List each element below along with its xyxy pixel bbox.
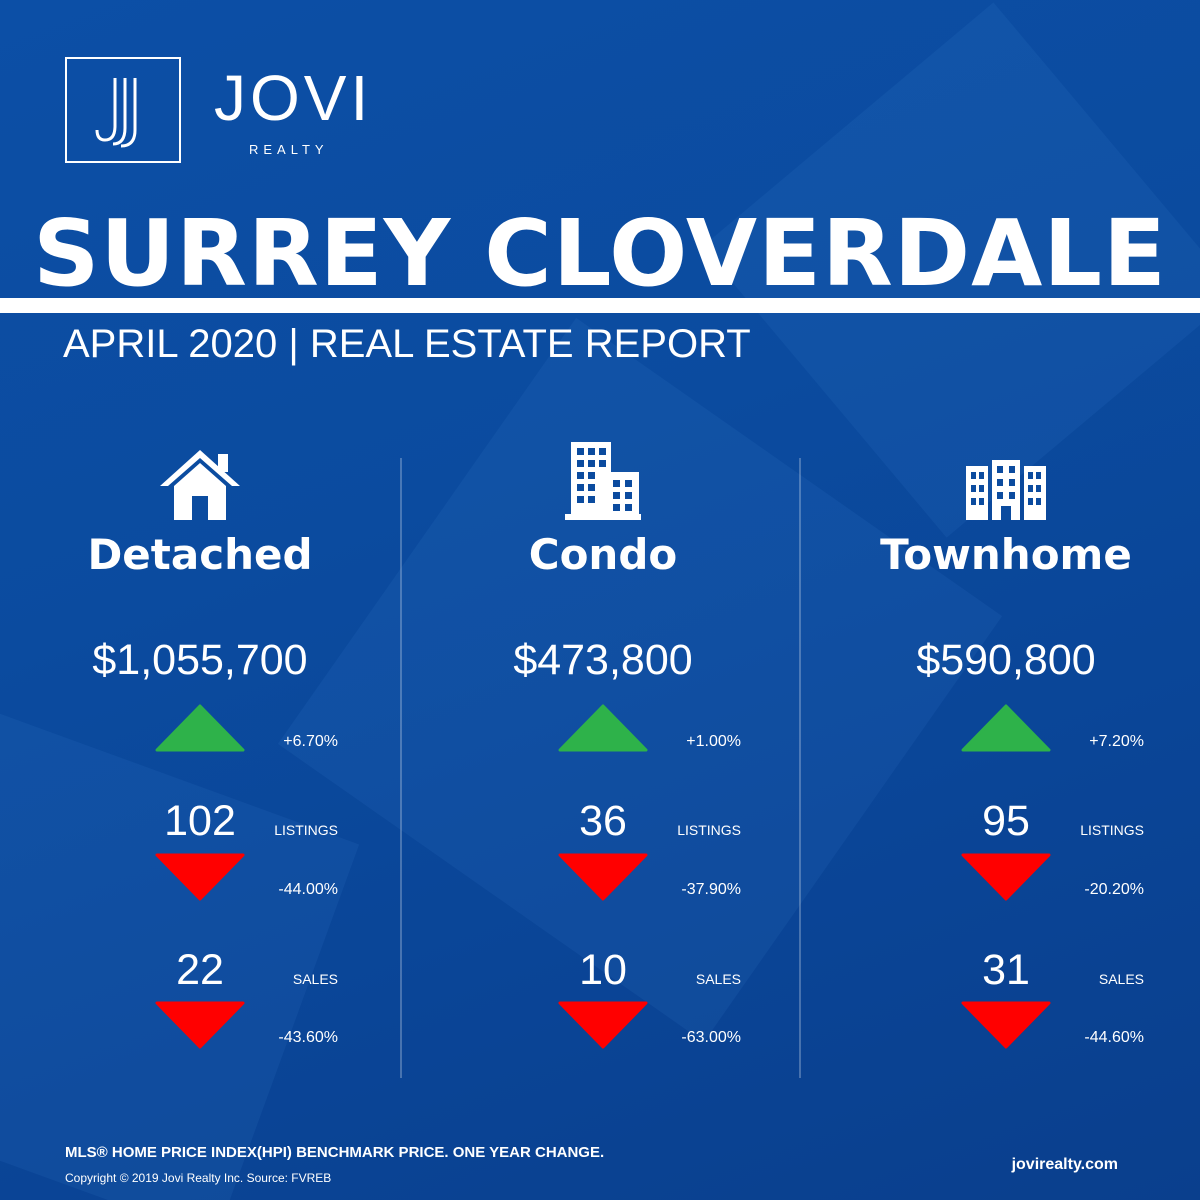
listings-down-arrow-icon: [961, 853, 1051, 901]
sales-change: -44.60%: [1084, 1029, 1144, 1046]
column-divider: [400, 458, 402, 1078]
listings-label: LISTINGS: [1080, 822, 1144, 838]
townhome-column: Townhome $590,800 +7.20% 95 LISTINGS -20…: [806, 440, 1200, 1080]
j-monogram-icon: [95, 78, 137, 148]
sales-count: 10: [579, 946, 627, 994]
city-title: SURREY CLOVERDALE: [33, 200, 1167, 307]
price-change: +1.00%: [686, 733, 741, 750]
sales-down-arrow-icon: [961, 1001, 1051, 1049]
house-icon: [150, 440, 250, 520]
sales-change: -43.60%: [278, 1029, 338, 1046]
category-name: Townhome: [880, 530, 1132, 579]
category-name: Condo: [528, 530, 678, 579]
condo-building-icon: [553, 440, 653, 520]
brand-name: JOVI: [214, 62, 373, 134]
listings-label: LISTINGS: [274, 822, 338, 838]
price-up-arrow-icon: [155, 704, 245, 752]
copyright-text: Copyright © 2019 Jovi Realty Inc. Source…: [65, 1171, 332, 1185]
listings-down-arrow-icon: [558, 853, 648, 901]
price-up-arrow-icon: [961, 704, 1051, 752]
sales-count: 31: [982, 946, 1030, 994]
listings-count: 102: [164, 797, 236, 845]
column-divider: [799, 458, 801, 1078]
sales-down-arrow-icon: [155, 1001, 245, 1049]
condo-column: Condo $473,800 +1.00% 36 LISTINGS -37.90…: [403, 440, 803, 1080]
listings-count: 95: [982, 797, 1030, 845]
benchmark-price: $1,055,700: [92, 636, 308, 684]
townhome-icon: [956, 440, 1056, 520]
hpi-footnote: MLS® HOME PRICE INDEX(HPI) BENCHMARK PRI…: [65, 1144, 605, 1161]
sales-label: SALES: [292, 971, 338, 987]
price-change: +6.70%: [283, 733, 338, 750]
listings-change: -37.90%: [681, 881, 741, 898]
sales-label: SALES: [1098, 971, 1144, 987]
sales-down-arrow-icon: [558, 1001, 648, 1049]
category-name: Detached: [87, 530, 313, 579]
price-change: +7.20%: [1089, 733, 1144, 750]
detached-column: Detached $1,055,700 +6.70% 102 LISTINGS …: [0, 440, 400, 1080]
brand-subtitle: REALTY: [249, 142, 329, 157]
price-up-arrow-icon: [558, 704, 648, 752]
sales-change: -63.00%: [681, 1029, 741, 1046]
listings-down-arrow-icon: [155, 853, 245, 901]
report-subtitle: APRIL 2020 | REAL ESTATE REPORT: [63, 322, 751, 366]
listings-change: -20.20%: [1084, 881, 1144, 898]
listings-label: LISTINGS: [677, 822, 741, 838]
benchmark-price: $473,800: [513, 636, 693, 684]
benchmark-price: $590,800: [916, 636, 1096, 684]
sales-label: SALES: [695, 971, 741, 987]
listings-count: 36: [579, 797, 627, 845]
logo: [65, 57, 181, 163]
website-link[interactable]: jovirealty.com: [1011, 1156, 1118, 1173]
sales-count: 22: [176, 946, 224, 994]
listings-change: -44.00%: [278, 881, 338, 898]
title-underline-strip: [0, 298, 1200, 313]
